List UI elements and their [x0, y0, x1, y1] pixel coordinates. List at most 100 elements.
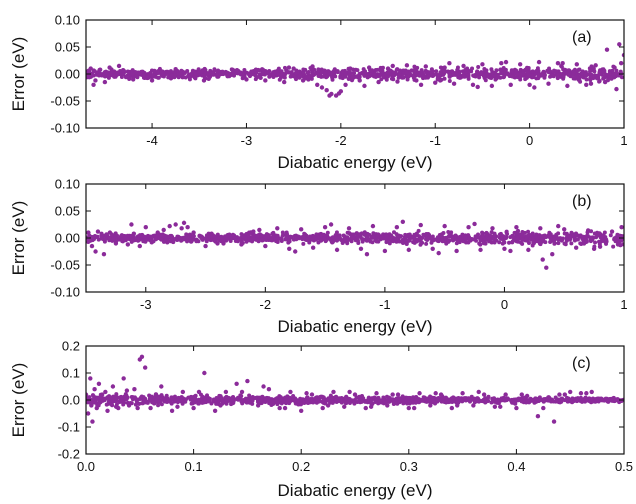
- scatter-point: [500, 241, 505, 246]
- scatter-point: [196, 401, 201, 406]
- scatter-point: [330, 70, 335, 75]
- scatter-point: [597, 70, 602, 75]
- scatter-point: [561, 67, 566, 72]
- scatter-point: [180, 389, 186, 395]
- scatter-point: [171, 240, 176, 245]
- scatter-point: [280, 233, 285, 238]
- scatter-point: [438, 65, 443, 70]
- scatter-point: [169, 408, 175, 413]
- scatter-point: [397, 396, 402, 401]
- scatter-point: [110, 69, 115, 74]
- scatter-point: [428, 403, 433, 408]
- scatter-point: [387, 241, 392, 246]
- scatter-point: [546, 395, 551, 400]
- scatter-point: [255, 403, 261, 408]
- scatter-point: [193, 76, 198, 81]
- y-tick-label: 0.00: [55, 231, 80, 246]
- scatter-point: [330, 400, 335, 405]
- scatter-point: [446, 239, 451, 244]
- scatter-point: [215, 68, 221, 73]
- scatter-point: [391, 239, 396, 244]
- scatter-point: [131, 231, 137, 236]
- scatter-point: [206, 76, 211, 82]
- scatter-point: [552, 241, 557, 246]
- scatter-point: [206, 396, 211, 401]
- scatter-point: [540, 73, 545, 78]
- scatter-point: [406, 247, 411, 253]
- scatter-point: [120, 237, 125, 242]
- scatter-point: [319, 85, 325, 90]
- x-tick-label: 0.4: [507, 459, 525, 474]
- scatter-point: [248, 400, 253, 405]
- scatter-point: [379, 235, 384, 240]
- x-tick-label: -2: [260, 297, 272, 312]
- scatter-point: [124, 388, 130, 393]
- scatter-point: [512, 400, 517, 405]
- scatter-point: [399, 239, 404, 244]
- scatter-point: [430, 246, 435, 251]
- scatter-point: [591, 246, 597, 251]
- scatter-point: [390, 63, 395, 69]
- scatter-point: [525, 234, 530, 239]
- data-points: [86, 42, 624, 98]
- scatter-point: [176, 75, 181, 80]
- scatter-point: [109, 402, 114, 407]
- scatter-point: [395, 67, 400, 72]
- scatter-point: [272, 69, 277, 75]
- scatter-point: [330, 240, 335, 245]
- scatter-point: [618, 61, 624, 66]
- scatter-point: [173, 398, 178, 403]
- scatter-point: [130, 68, 135, 73]
- scatter-point: [191, 230, 196, 235]
- scatter-point: [541, 405, 546, 411]
- scatter-point: [460, 391, 465, 396]
- scatter-point: [486, 236, 491, 241]
- scatter-point: [209, 231, 214, 236]
- scatter-point: [416, 228, 421, 233]
- scatter-point: [589, 397, 594, 402]
- scatter-point: [266, 398, 271, 403]
- scatter-point: [476, 65, 481, 70]
- scatter-point: [538, 226, 543, 231]
- scatter-point: [320, 405, 325, 411]
- scatter-point: [386, 74, 391, 79]
- scatter-point: [597, 244, 603, 249]
- scatter-point: [161, 227, 166, 233]
- scatter-point: [140, 69, 145, 75]
- y-tick-label: 0.10: [55, 13, 80, 28]
- y-tick-label: 0.05: [55, 204, 80, 219]
- scatter-point: [336, 398, 341, 403]
- scatter-point: [564, 238, 569, 243]
- scatter-point: [377, 73, 382, 78]
- scatter-point: [255, 234, 260, 239]
- scatter-point: [612, 71, 617, 76]
- scatter-point: [230, 71, 235, 76]
- scatter-point: [360, 237, 365, 242]
- scatter-point: [88, 72, 93, 77]
- scatter-point: [443, 395, 448, 400]
- scatter-point: [505, 396, 510, 401]
- scatter-point: [466, 396, 471, 401]
- scatter-point: [441, 399, 446, 404]
- scatter-point: [210, 71, 215, 76]
- scatter-point: [423, 64, 428, 69]
- scatter-point: [159, 233, 164, 238]
- scatter-point: [616, 233, 621, 238]
- scatter-point: [517, 62, 523, 67]
- scatter-point: [372, 71, 377, 76]
- scatter-point: [556, 223, 561, 229]
- scatter-point: [466, 76, 471, 81]
- scatter-point: [126, 71, 131, 76]
- scatter-point: [574, 62, 580, 67]
- scatter-point: [442, 69, 447, 74]
- scatter-point: [477, 75, 482, 80]
- scatter-point: [529, 398, 534, 403]
- x-tick-label: 0: [501, 297, 508, 312]
- scatter-point: [350, 74, 355, 79]
- scatter-point: [510, 234, 515, 239]
- scatter-point: [181, 220, 187, 226]
- scatter-point: [258, 399, 263, 404]
- scatter-point: [455, 396, 460, 401]
- scatter-point: [112, 74, 117, 79]
- scatter-point: [418, 82, 424, 88]
